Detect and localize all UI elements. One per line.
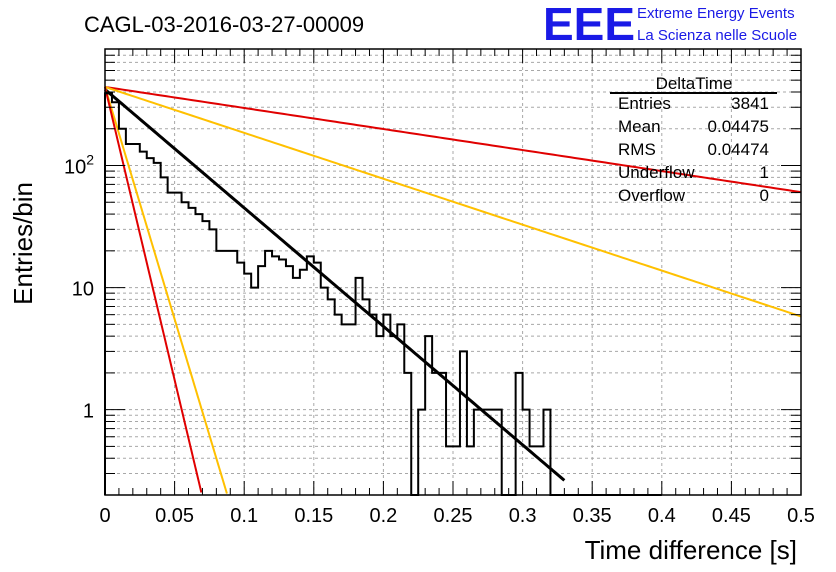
stats-row-value: 1 (760, 163, 769, 182)
x-tick-label: 0.3 (509, 505, 537, 527)
y-axis-title: Entries/bin (8, 182, 38, 305)
x-axis-title: Time difference [s] (585, 535, 797, 565)
histogram-steps (104, 92, 662, 496)
stats-row-value: 0.04475 (708, 117, 769, 136)
x-tick-label: 0.4 (648, 505, 676, 527)
grid-layer (105, 48, 801, 496)
x-tick-label: 0.2 (369, 505, 397, 527)
fit-curve (104, 85, 802, 194)
x-tick-label: 0.25 (434, 505, 473, 527)
y-tick-label: 102 (64, 151, 94, 178)
stats-row-value: 3841 (731, 94, 769, 113)
x-tick-labels: 0 0.05 0.1 0.15 0.2 0.25 0.3 0.35 0.4 0.45 0.5 (99, 505, 814, 527)
x-tick-label: 0.15 (294, 505, 333, 527)
eee-logo: EEE Extreme Energy Events La Scienza nel… (543, 0, 797, 50)
y-tick-label: 10 (72, 279, 94, 301)
chart-title: CAGL-03-2016-03-27-00009 (84, 12, 364, 37)
x-tick-label: 0.05 (155, 505, 194, 527)
y-tick-labels: 1 10 102 (64, 151, 94, 422)
fit-curve (104, 88, 566, 482)
logo-line2: La Scienza nelle Scuole (637, 27, 797, 44)
fit-curve (104, 85, 802, 318)
stats-row-label: Entries (618, 94, 671, 113)
x-tick-label: 0 (99, 505, 110, 527)
axis-ticks (104, 48, 802, 496)
stats-rows: Entries 3841 Mean 0.04475 RMS 0.04474 Underflo… (618, 94, 769, 205)
stats-row-label: Overflow (618, 186, 686, 205)
x-tick-label: 0.5 (787, 505, 815, 527)
logo-line1: Extreme Energy Events (637, 5, 795, 22)
stats-title: DeltaTime (656, 74, 733, 93)
stats-row-label: Underflow (618, 163, 695, 182)
x-tick-label: 0.35 (573, 505, 612, 527)
stats-row-label: RMS (618, 140, 656, 159)
fit-curves (104, 85, 802, 494)
stats-box: DeltaTime Entries 3841 Mean 0.04475 RMS 0.044… (610, 74, 777, 205)
fit-curve (104, 86, 203, 493)
stats-row-label: Mean (618, 117, 661, 136)
x-tick-label: 0.1 (230, 505, 258, 527)
x-tick-label: 0.45 (712, 505, 751, 527)
y-tick-label: 1 (83, 401, 94, 423)
stats-row-value: 0.04474 (708, 140, 769, 159)
fit-curve (104, 86, 228, 494)
logo-mark: EEE (543, 0, 635, 50)
stats-row-value: 0 (760, 186, 769, 205)
